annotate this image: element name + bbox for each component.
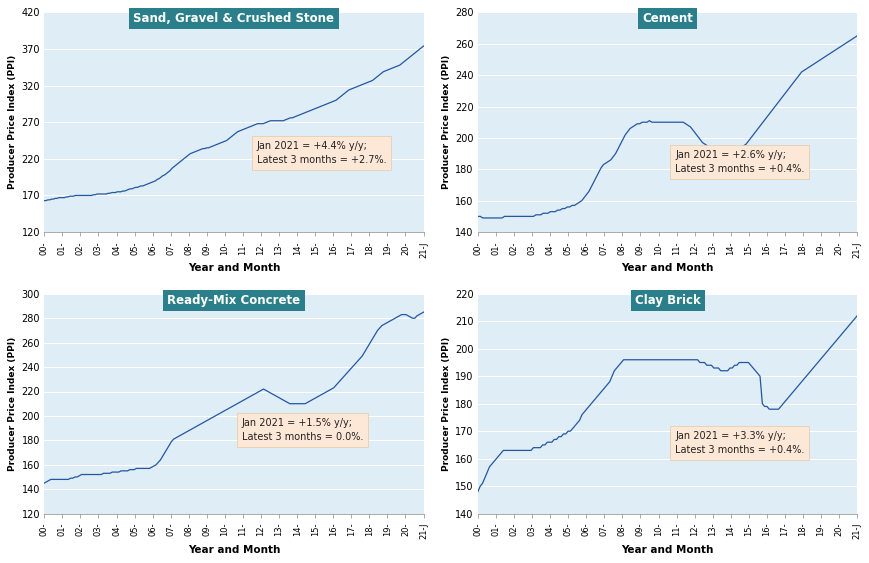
X-axis label: Year and Month: Year and Month: [620, 544, 713, 555]
Text: Jan 2021 = +4.4% y/y;
Latest 3 months = +2.7%.: Jan 2021 = +4.4% y/y; Latest 3 months = …: [256, 141, 386, 165]
Y-axis label: Producer Price Index (PPI): Producer Price Index (PPI): [441, 55, 450, 189]
Text: Sand, Gravel & Crushed Stone: Sand, Gravel & Crushed Stone: [133, 12, 334, 25]
X-axis label: Year and Month: Year and Month: [188, 263, 280, 273]
Text: Cement: Cement: [641, 12, 693, 25]
Text: Clay Brick: Clay Brick: [634, 294, 700, 307]
X-axis label: Year and Month: Year and Month: [620, 263, 713, 273]
Text: Jan 2021 = +3.3% y/y;
Latest 3 months = +0.4%.: Jan 2021 = +3.3% y/y; Latest 3 months = …: [674, 431, 804, 455]
Y-axis label: Producer Price Index (PPI): Producer Price Index (PPI): [441, 337, 450, 471]
Text: Jan 2021 = +1.5% y/y;
Latest 3 months = 0.0%.: Jan 2021 = +1.5% y/y; Latest 3 months = …: [242, 418, 362, 442]
Y-axis label: Producer Price Index (PPI): Producer Price Index (PPI): [9, 55, 17, 189]
Y-axis label: Producer Price Index (PPI): Producer Price Index (PPI): [9, 337, 17, 471]
Text: Jan 2021 = +2.6% y/y;
Latest 3 months = +0.4%.: Jan 2021 = +2.6% y/y; Latest 3 months = …: [674, 150, 804, 174]
X-axis label: Year and Month: Year and Month: [188, 544, 280, 555]
Text: Ready-Mix Concrete: Ready-Mix Concrete: [167, 294, 300, 307]
